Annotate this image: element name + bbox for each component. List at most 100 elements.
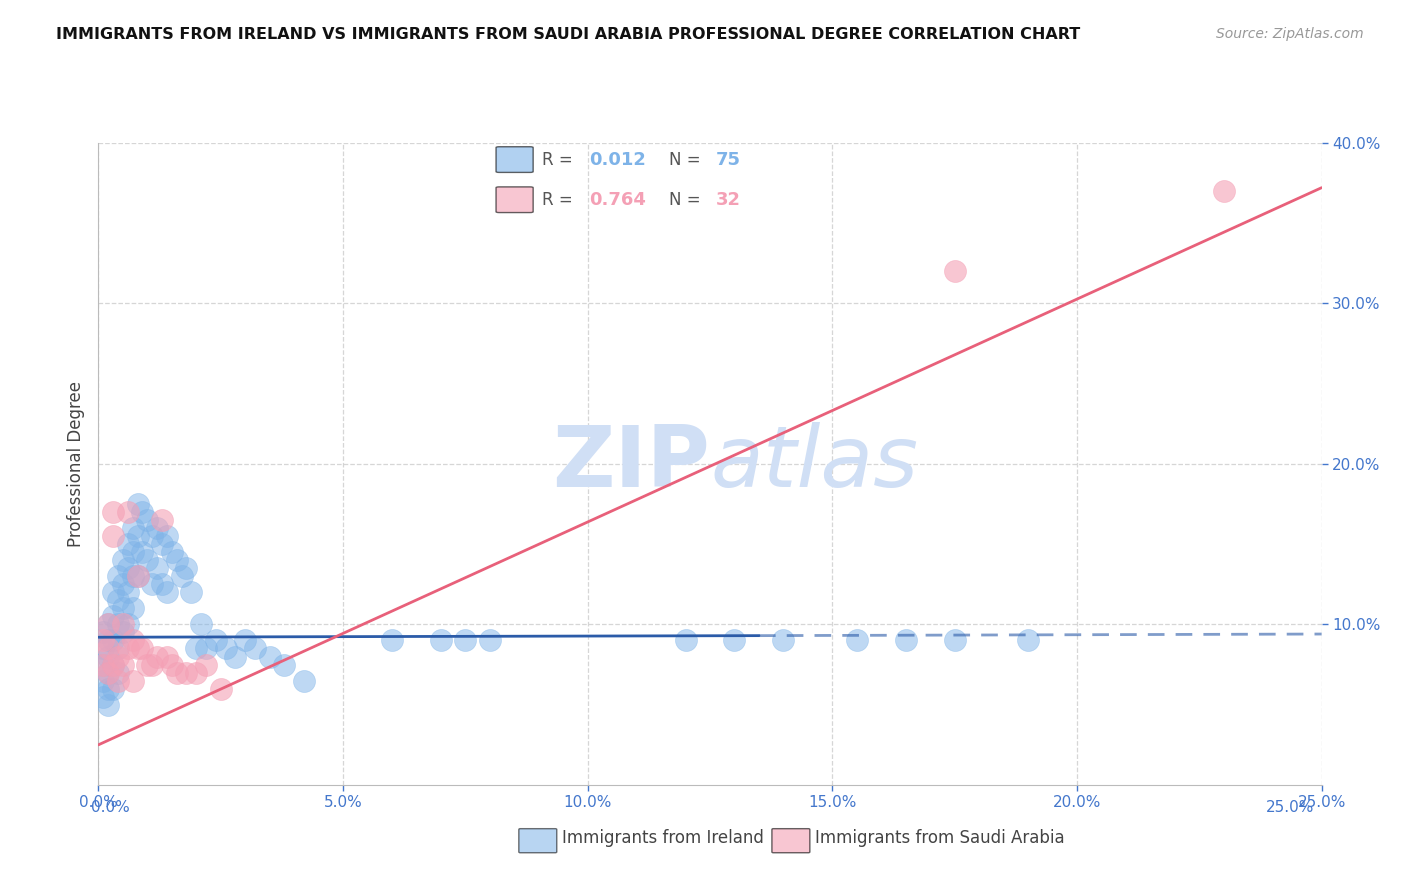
Point [160,545,183,559]
Point [146,649,169,664]
Text: Immigrants from Saudi Arabia: Immigrants from Saudi Arabia [815,830,1066,847]
Point [121,601,143,615]
Point [186,665,208,680]
Y-axis label: Professional Degree: Professional Degree [66,381,84,547]
FancyBboxPatch shape [496,187,533,212]
Point [97,698,120,712]
Point [131,641,153,656]
Text: 0.012: 0.012 [589,151,645,169]
Point [127,641,149,656]
Point [111,657,134,672]
Point [97,617,120,632]
Point [1017,633,1039,648]
Point [186,641,208,656]
Text: Source: ZipAtlas.com: Source: ZipAtlas.com [1216,27,1364,41]
Point [772,633,794,648]
Point [943,633,966,648]
Point [943,264,966,278]
Point [478,633,501,648]
Text: 0.764: 0.764 [589,191,645,209]
Point [166,665,188,680]
Point [111,553,134,567]
Point [117,617,139,632]
Point [150,577,173,591]
Point [121,673,143,688]
Point [101,681,124,696]
Point [214,641,236,656]
Point [243,641,266,656]
Point [845,633,868,648]
Point [97,665,120,680]
Point [91,690,114,704]
Point [146,521,169,535]
Point [107,665,129,680]
Point [111,617,134,632]
Point [117,585,139,599]
Point [117,537,139,551]
Point [224,649,246,664]
Point [723,633,745,648]
Point [91,625,114,640]
Text: 0.0%: 0.0% [91,800,131,814]
Point [259,649,281,664]
Point [166,553,188,567]
Text: R =: R = [543,191,578,209]
Point [101,657,124,672]
Point [141,657,163,672]
Point [111,577,134,591]
Point [97,681,120,696]
Point [1212,184,1234,198]
Text: IMMIGRANTS FROM IRELAND VS IMMIGRANTS FROM SAUDI ARABIA PROFESSIONAL DEGREE CORR: IMMIGRANTS FROM IRELAND VS IMMIGRANTS FR… [56,27,1080,42]
Point [146,561,169,575]
Text: 75: 75 [716,151,741,169]
Point [107,673,129,688]
Point [195,641,218,656]
Point [121,569,143,583]
Point [107,617,129,632]
Point [121,633,143,648]
Text: 25.0%: 25.0% [1267,800,1315,814]
Point [117,641,139,656]
Point [675,633,697,648]
Point [101,585,124,599]
Point [195,657,218,672]
Point [209,681,232,696]
Point [127,569,149,583]
Point [117,505,139,519]
Text: N =: N = [669,151,706,169]
Point [91,633,114,648]
FancyBboxPatch shape [496,147,533,172]
Point [156,649,179,664]
Point [381,633,404,648]
Point [170,569,193,583]
Point [121,545,143,559]
Text: R =: R = [543,151,578,169]
Point [101,633,124,648]
Text: N =: N = [669,191,706,209]
Point [97,665,120,680]
Point [117,561,139,575]
Point [176,561,198,575]
Point [180,585,202,599]
Point [101,505,124,519]
Point [107,649,129,664]
Point [101,529,124,543]
Point [141,577,163,591]
Point [111,625,134,640]
Point [107,569,129,583]
Point [131,545,153,559]
Point [430,633,453,648]
Point [454,633,477,648]
Point [131,505,153,519]
Point [127,497,149,511]
Point [91,641,114,656]
Point [136,553,159,567]
Point [894,633,917,648]
Point [97,641,120,656]
Point [136,657,159,672]
Text: Immigrants from Ireland: Immigrants from Ireland [562,830,765,847]
Text: atlas: atlas [710,422,918,506]
Point [101,609,124,624]
Point [150,537,173,551]
Point [111,601,134,615]
